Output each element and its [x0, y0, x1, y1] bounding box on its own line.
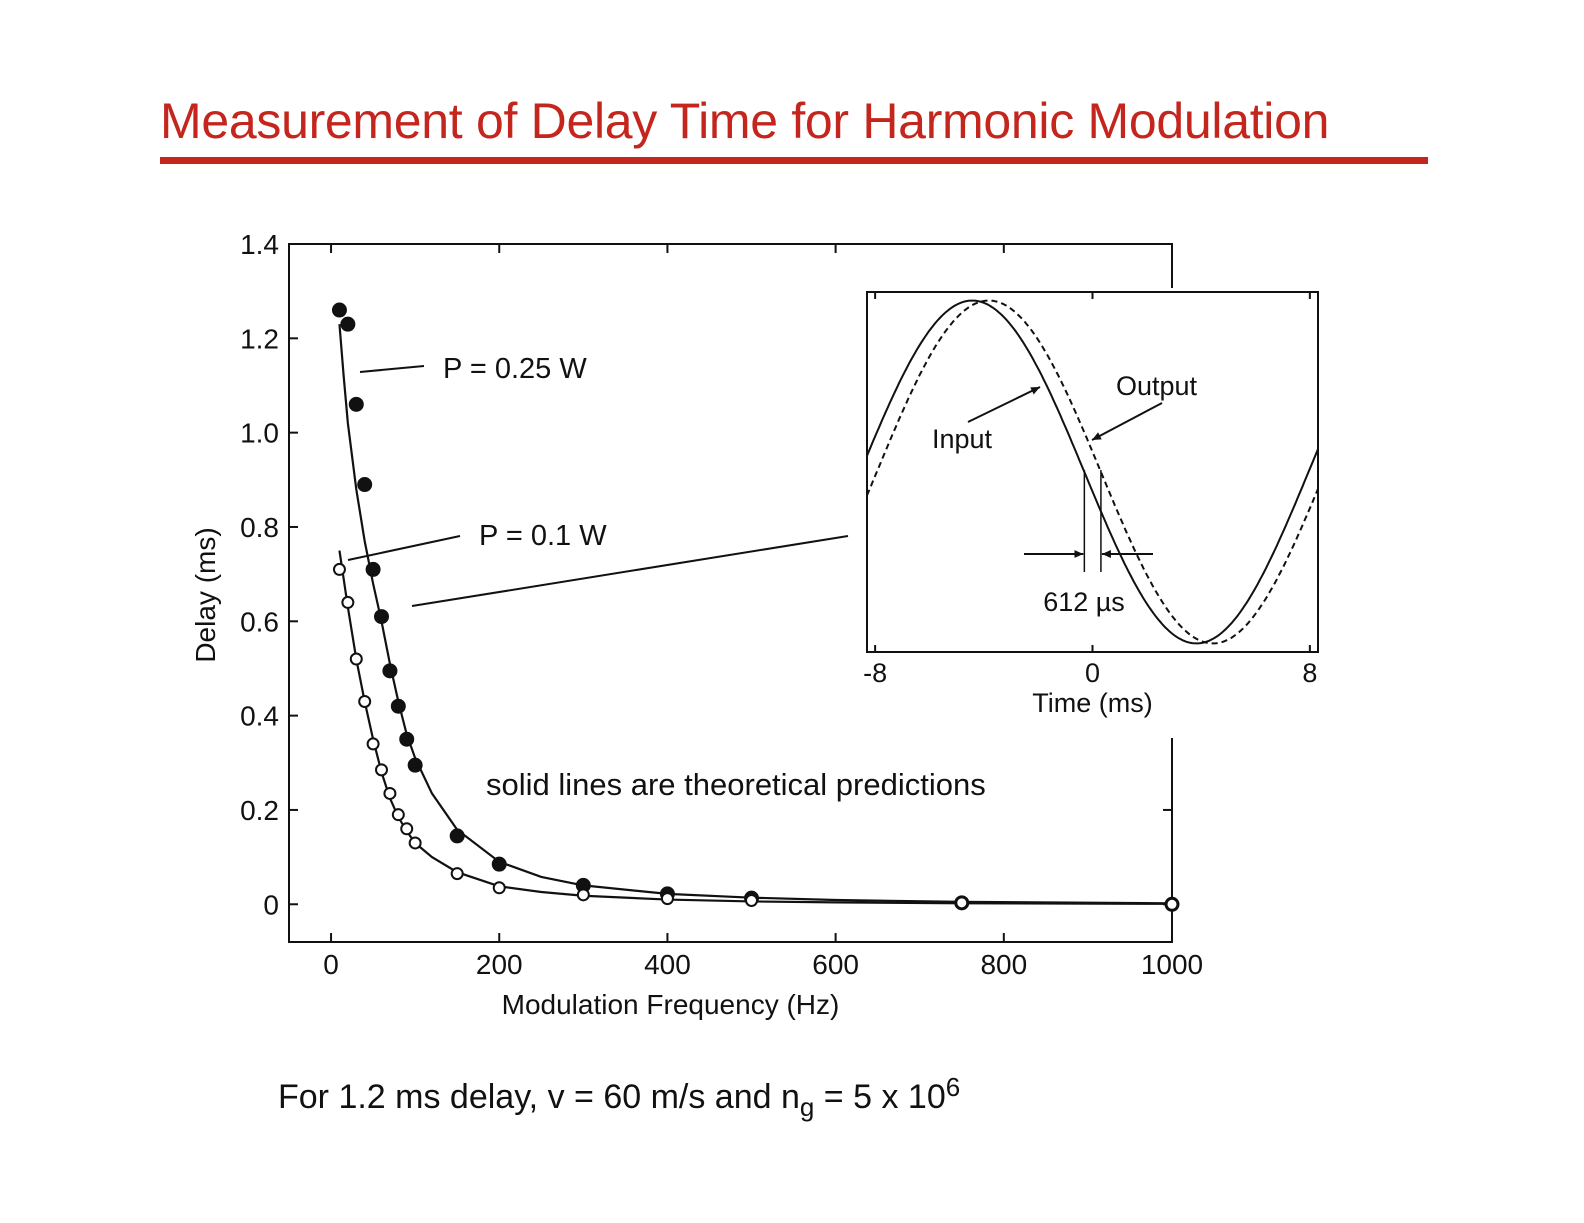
data-point-p-01w	[408, 836, 422, 850]
footnote-prefix: For 1.2 ms delay, v = 60 m/s and n	[278, 1078, 800, 1116]
data-point-p-025w	[407, 757, 423, 773]
series-label-p-01w: P = 0.1 W	[479, 520, 607, 552]
output-label-arrow	[1091, 402, 1163, 441]
y-tick-label: 1.2	[240, 323, 279, 354]
inset-label-input: Input	[932, 424, 993, 454]
x-axis-label: Modulation Frequency (Hz)	[502, 989, 840, 1020]
inset-x-tick-label: 0	[1085, 658, 1100, 688]
data-point-p-01w	[1165, 897, 1179, 911]
data-point-p-025w	[365, 561, 381, 577]
x-tick-label: 200	[476, 949, 523, 980]
x-tick-label: 600	[812, 949, 859, 980]
data-point-p-025w	[390, 698, 406, 714]
y-tick-label: 0.4	[240, 701, 279, 732]
footnote-mid: = 5 x 10	[814, 1078, 946, 1116]
data-point-p-01w	[383, 786, 397, 800]
footnote-superscript: 6	[945, 1072, 961, 1102]
inset-x-axis-label: Time (ms)	[1032, 688, 1152, 718]
inset-x-tick-label: -8	[863, 658, 887, 688]
data-point-p-025w	[374, 609, 390, 625]
chart-annotation: solid lines are theoretical predictions	[486, 767, 986, 802]
data-point-p-025w	[449, 828, 465, 844]
output-waveform	[866, 299, 1319, 645]
data-point-p-01w	[391, 808, 405, 822]
data-point-p-025w	[382, 663, 398, 679]
series-label-p-025w: P = 0.25 W	[443, 353, 587, 385]
input-label-arrow	[967, 386, 1041, 423]
delay-annotation: 612 µs	[1043, 587, 1125, 617]
y-tick-label: 0.8	[240, 512, 279, 543]
data-point-p-01w	[366, 737, 380, 751]
y-tick-label: 1.0	[240, 418, 279, 449]
data-point-p-01w	[400, 822, 414, 836]
footnote-subscript: g	[799, 1092, 815, 1122]
data-point-p-01w	[576, 888, 590, 902]
data-point-p-025w	[357, 477, 373, 493]
y-tick-label: 0.2	[240, 795, 279, 826]
inset-x-tick-label: 8	[1302, 658, 1317, 688]
slide-title: Measurement of Delay Time for Harmonic M…	[160, 93, 1330, 149]
y-axis-label: Delay (ms)	[190, 527, 221, 662]
data-point-p-01w	[375, 763, 389, 777]
input-waveform	[866, 299, 1319, 645]
inset-background	[863, 288, 1322, 738]
inset-plot: -8 0 8 Time (ms) 612 µs Input Output	[863, 288, 1322, 738]
data-point-p-025w	[331, 302, 347, 318]
leader-line-p-025w	[359, 365, 425, 373]
data-point-p-01w	[745, 893, 759, 907]
data-point-p-025w	[348, 396, 364, 412]
main-plot: 0 200 400 600 800 1000 0 0.2 0.4 0.6 0.8 1.0 1.2 1.4 M…	[190, 229, 1203, 1020]
data-point-p-025w	[491, 856, 507, 872]
data-point-p-01w	[341, 595, 355, 609]
data-point-p-01w	[660, 892, 674, 906]
y-tick-label: 1.4	[240, 229, 279, 260]
leader-line-p-01w	[347, 535, 461, 561]
data-point-p-01w	[955, 896, 969, 910]
x-tick-label: 800	[980, 949, 1027, 980]
title-underline	[160, 157, 1428, 164]
x-tick-label: 0	[323, 949, 339, 980]
data-point-p-01w	[450, 867, 464, 881]
data-point-p-01w	[349, 652, 363, 666]
x-tick-label: 1000	[1141, 949, 1203, 980]
inset-connector-line	[411, 535, 849, 607]
data-point-p-01w	[358, 694, 372, 708]
data-point-p-025w	[399, 731, 415, 747]
x-tick-label: 400	[644, 949, 691, 980]
data-point-p-01w	[332, 562, 346, 576]
y-tick-label: 0	[263, 889, 279, 920]
y-tick-label: 0.6	[240, 606, 279, 637]
data-point-p-025w	[340, 316, 356, 332]
inset-label-output: Output	[1116, 371, 1198, 401]
data-point-p-01w	[492, 881, 506, 895]
footnote: For 1.2 ms delay, v = 60 m/s and ng = 5 …	[278, 1072, 960, 1123]
